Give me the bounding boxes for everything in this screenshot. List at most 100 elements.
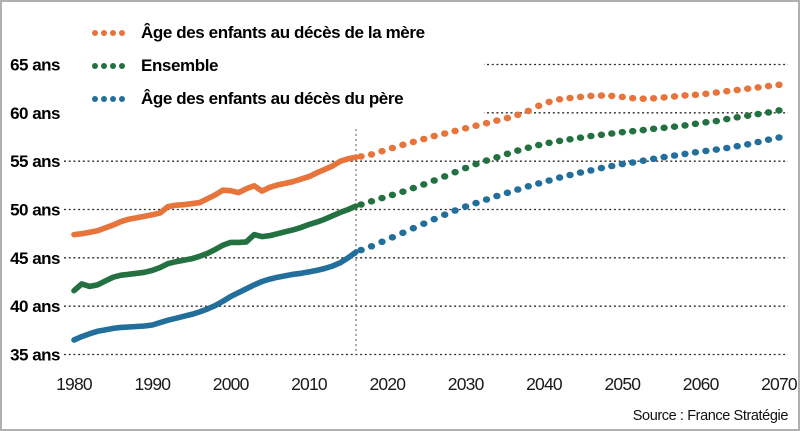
series-projection-dot <box>482 157 491 164</box>
series-projection-dot <box>482 119 491 127</box>
series-projection-dot <box>409 224 417 232</box>
series-projection-dot <box>472 122 480 129</box>
legend-dot <box>119 95 125 102</box>
series-projection-dot <box>744 112 752 119</box>
series-projection-dot <box>629 94 637 102</box>
x-axis-tick-label: 2010 <box>291 374 328 394</box>
series-projection-dot <box>555 174 564 181</box>
series-projection-dot <box>545 139 553 147</box>
series-projection-dot <box>702 147 710 155</box>
series-projection-dot <box>618 128 626 136</box>
series-projection-dot <box>764 136 773 143</box>
y-axis-tick-label: 60 ans <box>10 104 60 123</box>
series-projection-dot <box>420 181 428 188</box>
y-axis-tick-label: 40 ans <box>10 297 60 316</box>
series-projection-dot <box>649 125 658 133</box>
series-projection-dot <box>378 238 386 246</box>
series-projection-dot <box>587 92 595 100</box>
series-projection-dot <box>357 201 365 208</box>
series-projection-dot <box>629 127 637 135</box>
series-projection-dot <box>733 114 741 121</box>
series-projection-dot <box>482 196 491 203</box>
series-projection-dot <box>629 159 637 166</box>
series-projection-dot <box>461 164 470 172</box>
legend-dot <box>92 62 98 69</box>
series-projection-dot <box>691 149 700 156</box>
series-projection-dot <box>451 168 459 176</box>
x-axis-tick-label: 1990 <box>134 374 171 394</box>
series-projection-dot <box>420 135 428 143</box>
legend-dot <box>101 29 107 36</box>
legend-dot <box>119 29 125 36</box>
series-projection-dot <box>712 117 720 125</box>
x-axis-tick-label: 1980 <box>56 374 93 394</box>
series-projection-dot <box>723 115 731 123</box>
series-projection-dot <box>681 92 689 99</box>
series-projection-dot <box>576 93 585 101</box>
series-projection-dot <box>514 111 522 119</box>
series-projection-dot <box>472 160 480 168</box>
series-projection-dot <box>430 215 438 223</box>
source-note: Source : France Stratégie <box>632 408 789 424</box>
x-axis-tick-label: 2050 <box>604 374 641 394</box>
legend-dot <box>110 29 116 36</box>
legend-dot <box>110 95 116 102</box>
legend-item-mere: Âge des enfants au décès de la mère <box>92 16 484 49</box>
series-projection-dot <box>712 89 720 96</box>
series-projection-dot <box>399 229 407 237</box>
series-projection-dot <box>441 130 449 137</box>
series-projection-dot <box>493 192 501 200</box>
series-projection-dot <box>367 243 376 250</box>
series-projection-dot <box>441 211 449 218</box>
series-projection-dot <box>660 153 668 161</box>
y-axis-tick-label: 50 ans <box>10 201 60 220</box>
series-projection-dot <box>514 186 522 193</box>
series-historical-line <box>71 154 359 238</box>
series-projection-dot <box>388 144 397 152</box>
series-projection-dot <box>472 199 480 207</box>
series-projection-dot <box>775 81 783 89</box>
series-projection-dot <box>430 132 438 140</box>
legend-item-label: Ensemble <box>141 55 219 75</box>
series-projection-dot <box>367 198 376 205</box>
legend-dots-swatch <box>92 62 128 69</box>
series-projection-dot <box>754 138 762 146</box>
series-projection-dot <box>420 220 428 227</box>
series-projection-dot <box>524 107 532 115</box>
legend-dots-swatch <box>92 95 128 102</box>
y-axis-tick-label: 55 ans <box>10 152 60 171</box>
series-projection-dot <box>639 157 647 164</box>
series-projection-dot <box>681 122 689 129</box>
series-projection-dot <box>535 102 543 110</box>
x-axis-tick-label: 2060 <box>683 374 720 394</box>
series-projection-dot <box>367 151 376 158</box>
legend-item-label: Âge des enfants au décès de la mère <box>141 22 425 42</box>
series-projection-dot <box>649 95 658 102</box>
series-projection-dot <box>545 177 553 184</box>
series-projection-dot <box>597 92 606 99</box>
series-projection-dot <box>514 147 522 154</box>
x-axis-tick-label: 2070 <box>761 374 798 394</box>
series-projection-dot <box>409 184 417 192</box>
series-projection-dot <box>451 127 459 135</box>
series-projection-dot <box>587 132 595 140</box>
series-projection-dot <box>597 164 606 172</box>
series-projection-dot <box>754 84 762 91</box>
series-projection-dot <box>587 167 595 174</box>
series-projection-dot <box>430 177 438 184</box>
series-historical-line <box>71 249 359 343</box>
series-projection-dot <box>503 114 512 122</box>
series-projection-dot <box>493 117 501 124</box>
x-axis-tick-label: 2020 <box>369 374 406 394</box>
y-axis-tick-label: 65 ans <box>10 56 60 75</box>
series-projection-dot <box>702 119 710 126</box>
series-projection-dot <box>649 155 658 163</box>
series-projection-dot <box>660 124 668 132</box>
series-projection-dot <box>618 160 626 168</box>
series-projection-dot <box>764 82 773 90</box>
series-projection-dot <box>670 152 679 159</box>
series-projection-dot <box>503 150 512 158</box>
series-projection-dot <box>744 141 752 148</box>
series-projection-dot <box>555 96 564 103</box>
series-projection-dot <box>754 110 762 118</box>
